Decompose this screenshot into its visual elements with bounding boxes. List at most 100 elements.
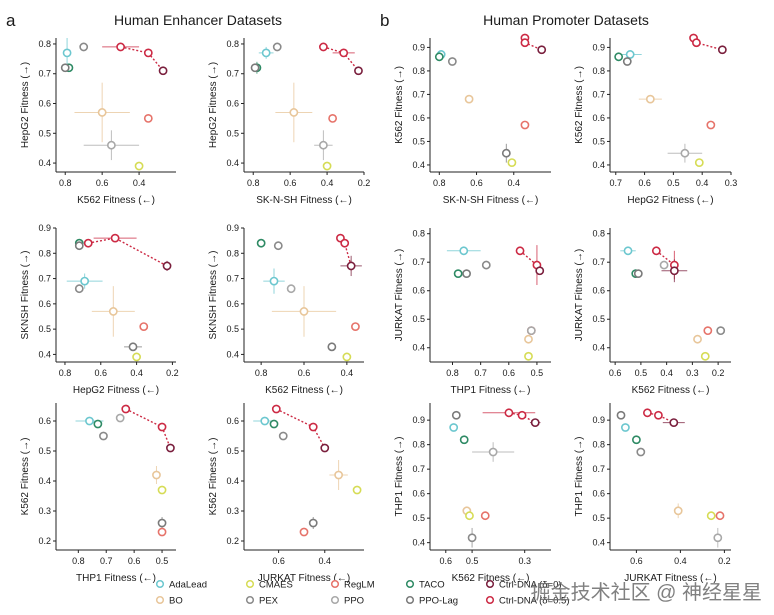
pareto-frontier-line: [275, 408, 326, 449]
data-point-bo: [289, 108, 299, 117]
data-point-ppolag: [616, 410, 626, 420]
x-tick-label: 0.5: [156, 556, 169, 566]
data-point-taco: [434, 52, 444, 62]
x-tick-label: 0.6: [630, 556, 643, 566]
x-tick-label: 0.6: [503, 368, 516, 378]
y-tick-label: 0.5: [592, 314, 605, 324]
x-tick-label: 0.3: [518, 556, 531, 566]
data-point-ppolag: [74, 241, 84, 251]
data-point-ctrl0: [320, 443, 330, 453]
y-tick-label: 0.8: [412, 440, 425, 450]
data-point-ctrl05: [340, 238, 350, 248]
legend-label-ppolag: PPO-Lag: [419, 596, 458, 607]
data-point-reglm: [706, 120, 716, 130]
x-axis-label: JURKAT Fitness (←): [258, 573, 350, 584]
data-point-pex: [272, 42, 282, 52]
legend-label-cmaes: CMAES: [259, 580, 293, 591]
data-point-reglm: [299, 527, 309, 537]
data-point-ppolag: [327, 342, 337, 352]
data-point-ctrl05: [121, 404, 131, 414]
data-point-adalead: [62, 48, 72, 58]
x-tick-label: 0.8: [59, 368, 72, 378]
x-tick-label: 0.4: [321, 178, 334, 188]
x-axis-label: SK-N-SH Fitness (←): [443, 195, 539, 206]
subplot-3: 0.8 0.6 0.4 0.4 0.5 0.6 0.7 0.8 0.9 SK-N-SH Fitne…: [394, 33, 551, 206]
x-tick-label: 0.7: [610, 178, 623, 188]
data-point-ppo: [713, 533, 723, 543]
data-point-ppo: [318, 140, 328, 150]
x-tick-label: 0.5: [531, 368, 544, 378]
panel-a-letter: a: [6, 11, 16, 30]
y-tick-label: 0.6: [226, 299, 239, 309]
data-point-ppolag: [308, 518, 318, 528]
data-point-bo: [299, 307, 309, 316]
x-tick-label: 0.6: [609, 368, 622, 378]
data-point-ctrl0: [346, 261, 356, 271]
subplot-7: 0.8 0.7 0.6 0.5 0.4 0.5 0.6 0.7 0.8 THP1 Fitness …: [394, 228, 551, 396]
y-tick-label: 0.9: [38, 223, 51, 233]
subplot-5: 0.8 0.6 0.4 0.2 0.4 0.5 0.6 0.7 0.8 0.9 HepG2 Fitn…: [20, 223, 179, 396]
data-point-ppolag: [250, 63, 260, 73]
data-point-bo: [464, 94, 474, 104]
data-point-ctrl05: [339, 48, 349, 58]
x-tick-label: 0.3: [725, 178, 738, 188]
y-tick-label: 0.5: [38, 128, 51, 138]
x-tick-label: 0.8: [255, 368, 268, 378]
data-point-ctrl05: [643, 408, 652, 418]
data-point-cmaes: [524, 351, 533, 361]
data-point-pex: [74, 284, 84, 294]
y-tick-label: 0.7: [592, 257, 605, 267]
data-point-reglm: [480, 511, 490, 521]
x-tick-label: 0.6: [284, 178, 297, 188]
y-tick-label: 0.7: [38, 69, 51, 79]
data-point-ctrl05: [308, 422, 318, 432]
watermark: 掘金技术社区 @ 神经星星: [531, 581, 762, 604]
data-point-adalead: [80, 276, 90, 286]
legend-marker-ppo: [330, 595, 340, 605]
panel-b-title: Human Promoter Datasets: [483, 12, 649, 28]
x-tick-label: 0.5: [635, 368, 648, 378]
y-tick-label: 0.7: [592, 464, 605, 474]
legend-label-pex: PEX: [259, 596, 279, 607]
data-point-ctrl0: [669, 418, 679, 427]
data-point-adalead: [269, 276, 279, 286]
data-point-pex: [467, 533, 477, 543]
y-axis-label: SKNSH Fitness (→): [20, 251, 31, 340]
data-point-reglm: [143, 114, 153, 123]
legend-label-ppo: PPO: [344, 596, 364, 607]
y-tick-label: 0.4: [592, 160, 605, 170]
legend-marker-ctrl05: [485, 595, 495, 605]
data-point-cmaes: [465, 511, 474, 521]
x-tick-label: 0.2: [358, 178, 371, 188]
data-point-bo: [108, 307, 118, 316]
legend-label-ctrl05: Ctrl-DNA (δ=0.5): [499, 596, 569, 607]
data-point-ppo: [526, 326, 536, 336]
data-point-reglm: [139, 322, 149, 332]
x-tick-label: 0.4: [319, 556, 332, 566]
pareto-frontier-line: [88, 237, 168, 267]
data-point-reglm: [351, 322, 360, 332]
y-tick-label: 0.7: [592, 89, 605, 99]
subplot-grid: 0.8 0.6 0.4 0.4 0.5 0.6 0.7 0.8 K562 Fitness (←)…: [20, 33, 738, 584]
x-tick-label: 0.6: [95, 368, 108, 378]
data-point-ctrl0: [717, 45, 727, 55]
data-point-ppolag: [622, 57, 632, 66]
legend-label-reglm: RegLM: [344, 580, 375, 591]
y-tick-label: 0.5: [412, 136, 425, 146]
y-tick-label: 0.7: [412, 89, 425, 99]
data-point-pex: [636, 447, 646, 457]
subplot-8: 0.6 0.5 0.4 0.3 0.2 0.4 0.5 0.6 0.7 0.8 K562 Fitne…: [574, 228, 731, 396]
data-point-bo: [524, 334, 533, 344]
y-tick-label: 0.7: [412, 464, 425, 474]
x-axis-label: HepG2 Fitness (←): [627, 195, 713, 206]
data-point-pex: [447, 57, 457, 66]
y-tick-label: 0.8: [592, 440, 605, 450]
x-tick-label: 0.6: [128, 556, 141, 566]
x-tick-label: 0.6: [470, 178, 483, 188]
y-tick-label: 0.4: [226, 158, 239, 168]
y-tick-label: 0.7: [38, 274, 51, 284]
y-tick-label: 0.5: [592, 136, 605, 146]
data-point-ppo: [286, 284, 296, 294]
y-tick-label: 0.4: [226, 349, 239, 359]
